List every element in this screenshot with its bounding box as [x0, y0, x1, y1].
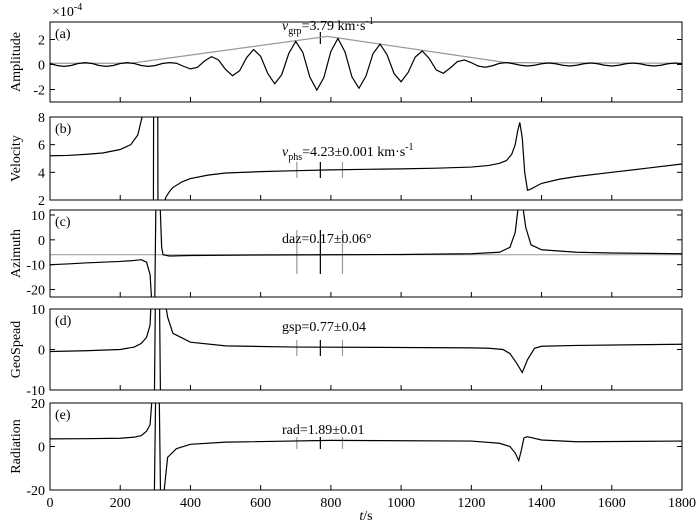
data-line	[50, 37, 682, 92]
panel-label: (b)	[55, 122, 72, 137]
y-tick-label: 10	[31, 303, 45, 318]
text-part: -1	[365, 16, 373, 27]
x-axis-label: t/s	[359, 509, 372, 524]
y-axis-label: Velocity	[9, 135, 24, 182]
y-tick-label: -10	[26, 384, 45, 399]
data-line	[50, 35, 682, 64]
y-tick-label: 10	[31, 209, 45, 224]
x-tick-label: 1600	[598, 496, 626, 511]
data-line	[50, 309, 682, 390]
y-tick-label: 2	[38, 34, 45, 49]
y-tick-label: -20	[26, 284, 45, 299]
x-tick-label: 600	[250, 496, 271, 511]
text-part: rad=1.89±0.01	[282, 423, 364, 438]
text-part: phs	[288, 152, 302, 163]
plot-area	[50, 403, 682, 490]
panel-label: (d)	[55, 314, 72, 329]
axis-multiplier: ×10-4	[52, 2, 82, 20]
y-axis-label: Radiation	[9, 419, 24, 473]
text-part: -4	[74, 2, 82, 13]
text-part: gsp=0.77±0.04	[282, 320, 366, 335]
y-tick-label: 0	[38, 234, 45, 249]
y-tick-label: 4	[38, 166, 45, 181]
y-tick-label: 8	[38, 111, 45, 126]
x-tick-label: 200	[110, 496, 131, 511]
y-axis-label: Amplitude	[9, 32, 24, 92]
y-axis-label: Azimuth	[9, 229, 24, 278]
plot-frame	[49, 116, 683, 201]
plot-frame	[49, 209, 683, 298]
annotation: vgrp=3.79 km·s-1	[282, 16, 374, 37]
annotation: vphs=4.23±0.001 km·s-1	[282, 142, 414, 163]
text-part: =4.23±0.001 km·s	[302, 145, 405, 160]
data-line	[50, 117, 682, 200]
text-part: daz=0.17±0.06°	[282, 232, 372, 247]
annotation: daz=0.17±0.06°	[282, 232, 372, 247]
text-part: grp	[288, 26, 301, 37]
panel-label: (c)	[55, 215, 71, 230]
y-tick-label: 6	[38, 139, 45, 154]
x-tick-label: 400	[180, 496, 201, 511]
text-part: v	[282, 19, 289, 34]
x-tick-label: 1800	[668, 496, 696, 511]
y-tick-label: 0	[38, 441, 45, 456]
data-line	[50, 210, 682, 297]
x-tick-label: 800	[320, 496, 341, 511]
text-part: /s	[363, 509, 372, 524]
y-tick-label: 0	[38, 59, 45, 74]
y-tick-label: 20	[31, 397, 45, 412]
annotation: gsp=0.77±0.04	[282, 320, 366, 335]
plot-frame	[49, 402, 683, 491]
y-tick-label: -20	[26, 484, 45, 499]
y-tick-label: 0	[38, 344, 45, 359]
x-tick-label: 0	[47, 496, 54, 511]
plot-area	[50, 309, 682, 390]
y-tick-label: -10	[26, 259, 45, 274]
text-part: v	[282, 145, 289, 160]
plot-area	[50, 32, 682, 92]
text-part: t	[359, 509, 364, 524]
annotation: rad=1.89±0.01	[282, 423, 364, 438]
y-tick-label: 2	[38, 194, 45, 209]
x-tick-label: 1200	[457, 496, 485, 511]
text-part: ×10	[52, 5, 74, 20]
x-tick-label: 1000	[387, 496, 415, 511]
panel-label: (e)	[55, 408, 71, 423]
y-axis-label: GeoSpead	[9, 321, 24, 379]
panel-label: (a)	[55, 27, 71, 42]
text-part: =3.79 km·s	[302, 19, 366, 34]
y-tick-label: -2	[33, 84, 45, 99]
x-tick-label: 1400	[528, 496, 556, 511]
plot-area	[50, 117, 682, 200]
text-part: -1	[405, 142, 413, 153]
plot-frame	[49, 21, 683, 103]
plot-area	[50, 210, 682, 297]
data-line	[50, 403, 682, 490]
